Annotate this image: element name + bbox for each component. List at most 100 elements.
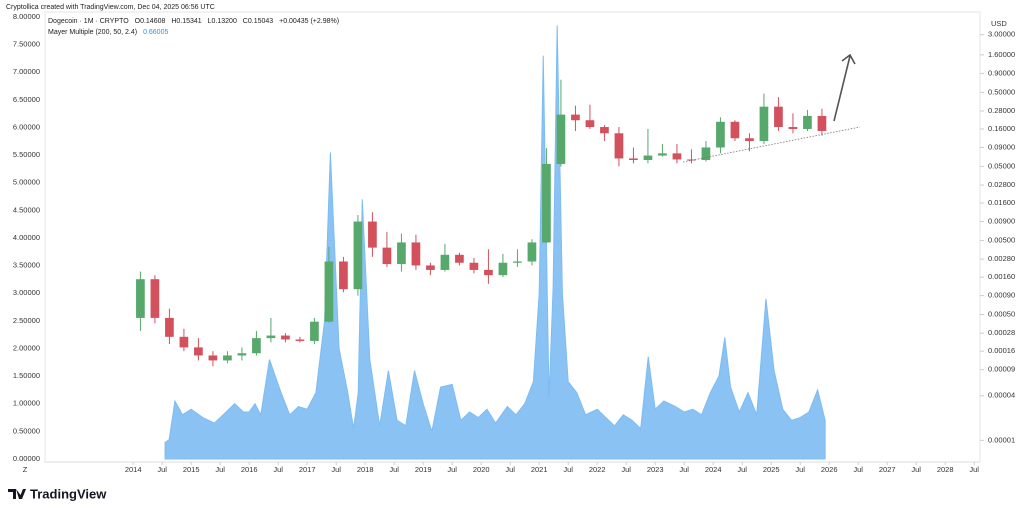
x-tick-label: Jul: [853, 465, 863, 474]
x-tick-label: Jul: [331, 465, 341, 474]
indicator-layer: [164, 25, 826, 460]
candle-body: [295, 339, 305, 341]
candle-body: [585, 120, 595, 128]
x-tick-label: 2015: [183, 465, 200, 474]
y2-tick-label: 1.60000: [988, 50, 1015, 59]
candle-body: [701, 147, 711, 160]
y-tick-label: 2.50000: [13, 316, 40, 325]
low: L0.13200: [207, 18, 237, 25]
candle-body: [382, 247, 392, 265]
x-tick-label: 2025: [763, 465, 780, 474]
symbol-legend: Dogecoin · 1M · CRYPTO O0.14608 H0.15341…: [48, 18, 343, 25]
candle-body: [353, 221, 363, 290]
candle-body: [339, 261, 348, 290]
x-tick-label: 2021: [531, 465, 548, 474]
y2-tick-label: 0.16000: [988, 124, 1015, 133]
candle-body: [571, 114, 580, 121]
x-tick-label: 2014: [125, 465, 142, 474]
y-tick-label: 6.50000: [13, 95, 40, 104]
x-tick-label: 2022: [589, 465, 606, 474]
x-tick-label: Jul: [969, 465, 979, 474]
x-tick-label: Jul: [273, 465, 283, 474]
y2-tick-label: 0.28000: [988, 106, 1015, 115]
candle-body: [469, 262, 479, 270]
x-tick-label: Jul: [795, 465, 805, 474]
x-tick-label: 2027: [879, 465, 896, 474]
x-tick-label: 2028: [937, 465, 954, 474]
y-tick-label: 8.00000: [13, 12, 40, 21]
candle-body: [165, 317, 174, 337]
x-tick-label: 2016: [241, 465, 258, 474]
candle-body: [513, 261, 522, 263]
y-tick-label: 3.50000: [13, 261, 40, 270]
candle-body: [324, 261, 334, 322]
indicator-area: [164, 25, 826, 460]
y-tick-label: 4.00000: [13, 233, 40, 242]
y-tick-label: 5.50000: [13, 150, 40, 159]
y-tick-label: 1.50000: [13, 371, 40, 380]
candle-body: [556, 114, 566, 164]
candle-body: [672, 153, 682, 160]
x-tick-label: 2024: [705, 465, 722, 474]
candle-body: [484, 269, 493, 276]
candle-body: [643, 155, 653, 160]
y2-tick-label: 0.50000: [988, 87, 1015, 96]
x-tick-label: 2019: [415, 465, 432, 474]
candle-body: [411, 242, 421, 266]
candle-body: [179, 336, 189, 348]
y2-tick-label: 0.05000: [988, 161, 1015, 170]
y-tick-label: 0.50000: [13, 426, 40, 435]
indicator-name: Mayer Multiple (200, 50, 2.4): [48, 29, 138, 36]
zoom-button[interactable]: Z: [23, 465, 28, 474]
y2-tick-label: 0.00001: [988, 435, 1015, 444]
candle-body: [426, 265, 435, 270]
y-tick-label: 1.00000: [13, 399, 40, 408]
x-tick-label: Jul: [389, 465, 399, 474]
y2-tick-label: 0.00004: [988, 391, 1015, 400]
candle-body: [730, 121, 740, 139]
y2-tick-label: 0.09000: [988, 142, 1015, 151]
y2-tick-label: 0.02800: [988, 180, 1015, 189]
symbol: Dogecoin · 1M · CRYPTO: [48, 18, 129, 25]
y-tick-label: 6.00000: [13, 122, 40, 131]
candle-body: [136, 279, 145, 318]
y2-tick-label: 0.00009: [988, 365, 1015, 374]
candle-body: [281, 335, 290, 340]
brand-name: TradingView: [30, 486, 107, 501]
candle-body: [788, 127, 798, 129]
candle-body: [310, 321, 319, 341]
candle-body: [716, 121, 725, 148]
y-tick-label: 0.00000: [13, 454, 40, 463]
x-tick-label: Jul: [911, 465, 921, 474]
y-axis-label: USD: [991, 19, 1007, 28]
candle-body: [600, 127, 609, 134]
x-tick-label: Jul: [505, 465, 515, 474]
indicator-value: 0.66005: [143, 29, 169, 36]
x-tick-label: Jul: [737, 465, 747, 474]
candle-body: [817, 115, 827, 131]
candle-body: [208, 355, 218, 361]
candle-body: [687, 159, 696, 161]
candle-body: [745, 138, 754, 142]
x-tick-label: Jul: [447, 465, 457, 474]
candle-body: [614, 133, 624, 159]
y2-tick-label: 0.90000: [988, 68, 1015, 77]
candle-body: [397, 242, 406, 265]
x-tick-label: Jul: [679, 465, 689, 474]
x-tick-label: Jul: [215, 465, 225, 474]
y2-tick-label: 3.00000: [988, 30, 1015, 39]
y-tick-label: 5.00000: [13, 178, 40, 187]
x-tick-label: 2017: [299, 465, 316, 474]
y2-tick-label: 0.00280: [988, 254, 1015, 263]
y-tick-label: 2.00000: [13, 343, 40, 352]
y2-tick-label: 0.00500: [988, 235, 1015, 244]
candle-body: [542, 163, 551, 243]
x-tick-label: Jul: [157, 465, 167, 474]
change: +0.00435 (+2.98%): [279, 18, 340, 25]
candle-body: [440, 254, 450, 270]
candle-body: [803, 115, 812, 129]
candle-body: [194, 347, 203, 356]
y2-tick-label: 0.01600: [988, 198, 1015, 207]
